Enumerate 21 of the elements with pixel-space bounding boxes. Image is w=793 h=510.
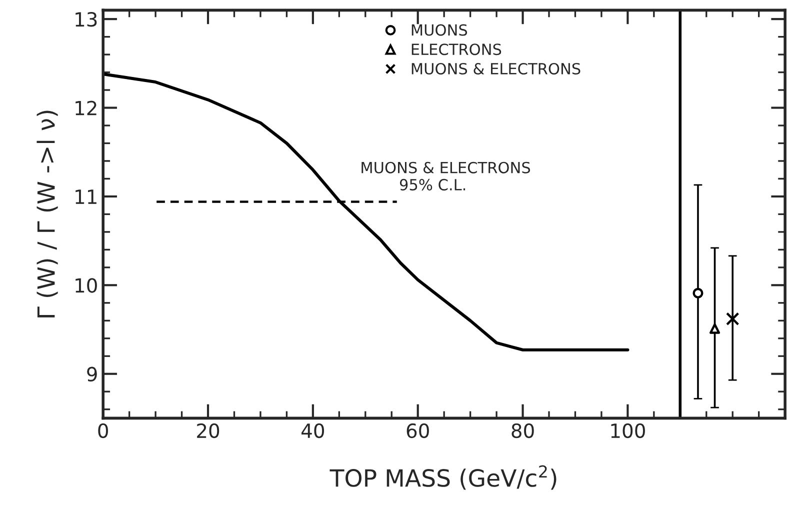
point xyxy=(692,288,704,298)
x-tick-label: 20 xyxy=(197,423,220,438)
x-tick-label: 100 xyxy=(611,423,645,438)
x-tick-label: 40 xyxy=(302,423,324,438)
y-tick-label: 12 xyxy=(76,100,96,116)
x-tick-label: 80 xyxy=(512,423,534,438)
x-axis-title: TOP MASS (GeV/c$^{2}$) xyxy=(330,465,556,490)
y-tick-label: 13 xyxy=(76,12,97,27)
point xyxy=(709,323,720,334)
y-tick-label: 10 xyxy=(76,278,97,293)
point xyxy=(726,312,740,326)
legend-label: MUONS & ELECTRONS xyxy=(412,62,580,75)
x-tick-label: 60 xyxy=(406,423,429,438)
y-tick-label: 11 xyxy=(76,190,96,204)
annotation: MUONS & ELECTRONS 95% C.L. xyxy=(362,162,530,190)
legend-label: MUONS xyxy=(412,24,468,36)
legend-label: ELECTRONS xyxy=(412,44,502,56)
line-series xyxy=(103,72,630,352)
y-tick-label: 9 xyxy=(87,366,97,382)
y-axis-title: Γ (W) / Γ (W ->l ν) xyxy=(36,110,58,318)
x-tick-label: 0 xyxy=(98,423,108,438)
